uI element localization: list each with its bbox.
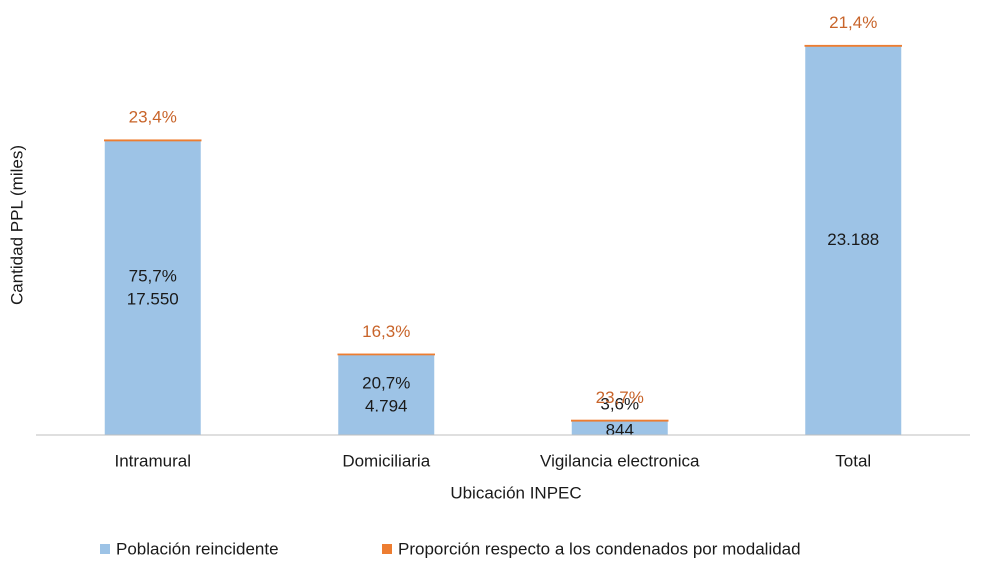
legend-swatch [100,544,110,554]
legend-label: Población reincidente [116,539,279,558]
value-label: 23,7% [596,388,644,407]
value-label: 844 [606,420,634,439]
bar-segment [104,140,201,436]
share-label: 20,7% [362,373,410,392]
x-tick-label: Intramural [114,451,191,470]
x-tick-label: Domiciliaria [342,451,430,470]
value-label: 21,4% [829,13,877,32]
value-label: 4.794 [365,396,408,415]
bar-segment [805,46,902,436]
value-label: 16,3% [362,322,410,341]
x-axis-title: Ubicación INPEC [450,483,581,502]
share-label: 75,7% [129,266,177,285]
share-label: 3,6% [600,394,639,413]
x-tick-label: Vigilancia electronica [540,451,700,470]
bar-segment [338,354,435,435]
legend-swatch [382,544,392,554]
y-axis-title: Cantidad PPL (miles) [7,145,26,305]
legend-label: Proporción respecto a los condenados por… [398,539,801,558]
value-label: 17.550 [127,289,179,308]
value-label: 23.188 [827,230,879,249]
bar-segment [571,420,668,435]
value-label: 23,4% [129,108,177,127]
x-tick-label: Total [835,451,871,470]
